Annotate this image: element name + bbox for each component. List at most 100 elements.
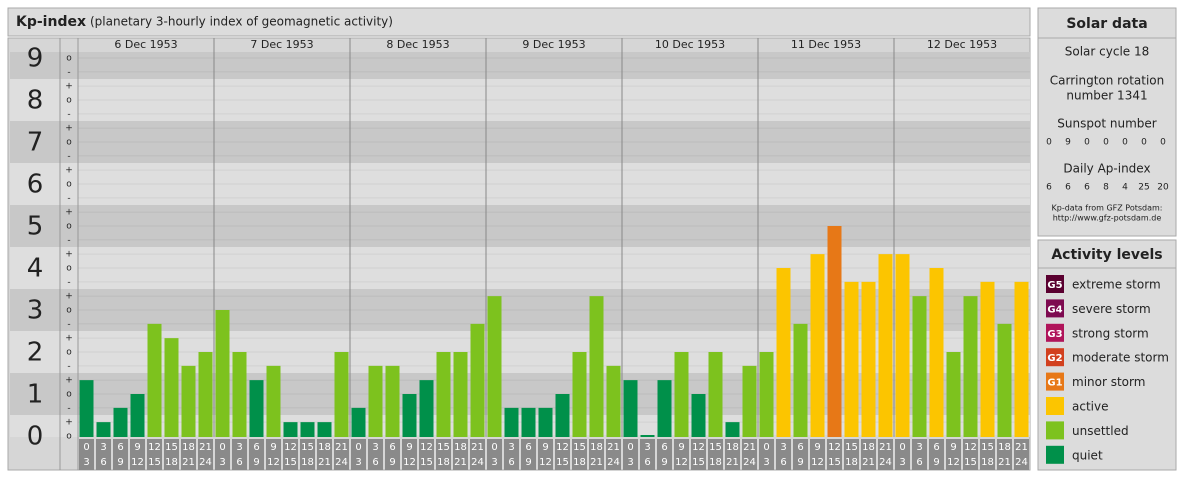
- bar: [708, 352, 723, 437]
- legend-code: G1: [1047, 378, 1062, 389]
- x-tick-label: 9: [134, 442, 140, 453]
- x-tick-label: 6: [389, 442, 395, 453]
- bar: [215, 310, 230, 437]
- bar: [844, 281, 859, 437]
- x-tick-label: 3: [644, 442, 650, 453]
- x-tick-label: 9: [678, 442, 684, 453]
- bar: [759, 352, 774, 437]
- x-tick-label: 0: [627, 442, 633, 453]
- bar: [130, 394, 145, 437]
- x-tick-label: 21: [335, 442, 348, 453]
- x-tick-label: 15: [692, 457, 705, 468]
- x-tick-label: 6: [797, 442, 803, 453]
- hour-box: [96, 439, 111, 470]
- minor-tick-label: +: [65, 250, 73, 260]
- x-tick-label: 0: [763, 442, 769, 453]
- x-tick-label: 0: [491, 442, 497, 453]
- day-label: 6 Dec 1953: [114, 38, 177, 51]
- y-tick-label: 6: [27, 170, 44, 200]
- minor-tick-label: o: [66, 306, 72, 316]
- hour-box: [215, 439, 230, 470]
- x-tick-label: 24: [471, 457, 484, 468]
- hour-box: [878, 439, 893, 470]
- bar: [657, 380, 672, 437]
- x-tick-label: 15: [573, 442, 586, 453]
- hour-box: [572, 439, 587, 470]
- legend-label: severe storm: [1072, 302, 1151, 316]
- hour-box: [1014, 439, 1029, 470]
- day-label: 9 Dec 1953: [522, 38, 585, 51]
- x-tick-label: 21: [182, 457, 195, 468]
- minor-tick-label: +: [65, 208, 73, 218]
- x-tick-label: 12: [811, 457, 824, 468]
- bar: [300, 422, 315, 437]
- legend-label: strong storm: [1072, 326, 1149, 340]
- hour-box: [521, 439, 536, 470]
- bar: [929, 268, 944, 437]
- x-tick-label: 9: [406, 442, 412, 453]
- chart-subtitle: (planetary 3-hourly index of geomagnetic…: [90, 15, 393, 29]
- solar-cycle: Solar cycle 18: [1065, 45, 1150, 59]
- x-tick-label: 9: [117, 457, 123, 468]
- minor-tick-label: -: [67, 361, 70, 371]
- x-tick-label: 6: [372, 457, 378, 468]
- bar: [691, 394, 706, 437]
- x-tick-label: 18: [862, 442, 875, 453]
- y-tick-label: 0: [27, 422, 44, 452]
- bar: [351, 407, 366, 437]
- x-tick-label: 15: [284, 457, 297, 468]
- x-tick-label: 9: [542, 442, 548, 453]
- legend-label: active: [1072, 400, 1108, 414]
- hour-box: [555, 439, 570, 470]
- legend-swatch: [1046, 323, 1064, 342]
- x-tick-label: 18: [165, 457, 178, 468]
- sunspot-value: 0: [1046, 138, 1052, 148]
- hour-box: [368, 439, 383, 470]
- minor-tick-label: +: [65, 166, 73, 176]
- y-tick-label: 5: [27, 212, 44, 242]
- minor-tick-label: +: [65, 418, 73, 428]
- minor-tick-label: +: [65, 376, 73, 386]
- minor-tick-label: -: [67, 67, 70, 77]
- carrington: Carrington rotation: [1050, 74, 1164, 88]
- x-tick-label: 3: [780, 442, 786, 453]
- hour-box: [538, 439, 553, 470]
- x-tick-label: 12: [556, 442, 569, 453]
- bar: [419, 380, 434, 437]
- x-tick-label: 18: [726, 442, 739, 453]
- bar: [164, 338, 179, 437]
- x-tick-label: 18: [981, 457, 994, 468]
- hour-box: [827, 439, 842, 470]
- hour-box: [895, 439, 910, 470]
- x-tick-label: 21: [998, 457, 1011, 468]
- hour-box: [79, 439, 94, 470]
- x-tick-label: 6: [508, 457, 514, 468]
- x-tick-label: 12: [947, 457, 960, 468]
- band: [10, 247, 1030, 289]
- x-tick-label: 21: [862, 457, 875, 468]
- hour-box: [419, 439, 434, 470]
- x-tick-label: 18: [709, 457, 722, 468]
- legend-code: G3: [1047, 329, 1062, 340]
- bar: [385, 365, 400, 437]
- x-tick-label: 0: [219, 442, 225, 453]
- bar: [640, 435, 655, 437]
- band: [10, 121, 1030, 163]
- bar: [198, 352, 213, 437]
- hour-box: [946, 439, 961, 470]
- hour-box: [691, 439, 706, 470]
- minor-tick-label: o: [66, 432, 72, 442]
- hour-box: [929, 439, 944, 470]
- ap-value: 8: [1103, 183, 1109, 193]
- day-label: 11 Dec 1953: [791, 38, 861, 51]
- legend-label: unsettled: [1072, 424, 1129, 438]
- sunspot-title: Sunspot number: [1057, 117, 1156, 131]
- minor-tick-label: +: [65, 82, 73, 92]
- x-tick-label: 18: [845, 457, 858, 468]
- x-tick-label: 3: [83, 457, 89, 468]
- x-tick-label: 18: [182, 442, 195, 453]
- x-tick-label: 15: [165, 442, 178, 453]
- x-tick-label: 18: [590, 442, 603, 453]
- x-tick-label: 24: [743, 457, 756, 468]
- hour-box: [181, 439, 196, 470]
